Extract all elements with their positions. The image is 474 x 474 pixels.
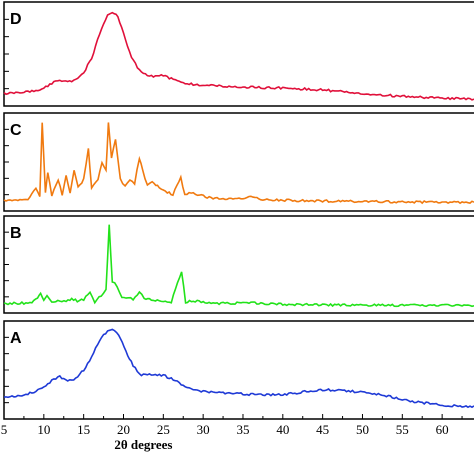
series-line-c <box>3 122 474 205</box>
x-tick-label: 25 <box>157 422 170 437</box>
x-tick-label: 50 <box>356 422 369 437</box>
x-tick-label: 35 <box>236 422 249 437</box>
x-tick-label: 5 <box>1 422 8 437</box>
panel-frame <box>3 1 474 107</box>
x-tick-label: 15 <box>77 422 90 437</box>
panel-frame <box>3 215 474 314</box>
x-tick-label: 40 <box>276 422 289 437</box>
x-tick-label: 30 <box>197 422 210 437</box>
series-line-a <box>3 328 474 409</box>
x-tick-label: 60 <box>436 422 449 437</box>
x-tick-label: 55 <box>396 422 409 437</box>
panel-c: C <box>3 112 474 212</box>
panels-group: D C B A <box>3 1 474 420</box>
panel-label-a: A <box>10 330 22 347</box>
series-line-b <box>3 224 474 308</box>
panel-label-b: B <box>10 225 22 242</box>
series-line-d <box>3 11 474 101</box>
panel-b: B <box>3 215 474 314</box>
x-axis: 5 10 15 20 25 30 35 40 45 50 55 60 <box>1 414 463 437</box>
panel-frame <box>3 112 474 212</box>
panel-frame <box>3 320 474 420</box>
panel-label-d: D <box>10 11 22 28</box>
x-tick-label: 20 <box>117 422 130 437</box>
panel-a: A <box>3 320 474 420</box>
panel-d: D <box>3 1 474 107</box>
panel-label-c: C <box>10 122 22 139</box>
x-axis-title: 2θ degrees <box>114 437 172 452</box>
x-tick-label: 45 <box>316 422 329 437</box>
x-tick-label: 10 <box>37 422 50 437</box>
